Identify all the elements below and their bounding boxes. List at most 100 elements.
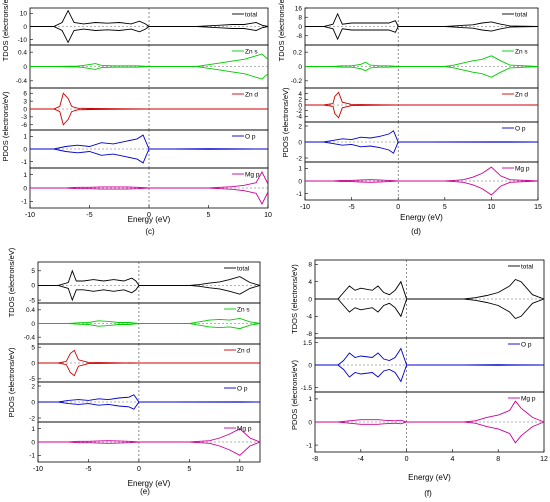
figure-caption: (d) bbox=[411, 227, 421, 236]
figure-caption: (c) bbox=[145, 227, 155, 236]
series-total-down bbox=[38, 284, 261, 302]
y-tick-label: 2 bbox=[298, 123, 302, 130]
y-tick-label: 1.5 bbox=[303, 340, 312, 347]
y-tick-label: 4 bbox=[308, 279, 312, 286]
legend-label-mg-p: Mg p bbox=[521, 396, 536, 403]
series-total-up bbox=[30, 9, 269, 27]
series-total-up bbox=[38, 269, 261, 286]
panel-zn-d: 5 0 -5 Zn d bbox=[29, 343, 261, 383]
series-zn-d-down bbox=[38, 362, 260, 377]
x-tick-label: 10 bbox=[264, 212, 272, 219]
legend-label-o-p: O p bbox=[237, 386, 248, 393]
y-tick-label: 0 bbox=[298, 102, 302, 109]
x-tick-label: -10 bbox=[25, 212, 35, 219]
legend-label-o-p: O p bbox=[521, 342, 532, 349]
x-tick-label: 12 bbox=[540, 456, 548, 463]
y-tick-label: 0 bbox=[298, 178, 302, 185]
y-tick-label: -1 bbox=[29, 453, 35, 460]
y-tick-label: 2 bbox=[298, 97, 302, 104]
series-zn-d-down bbox=[305, 104, 538, 119]
x-tick-label: 0 bbox=[137, 466, 141, 473]
tdos-axis-label: TDOS (electrons/eV) bbox=[1, 0, 10, 61]
x-tick-label: 5 bbox=[207, 212, 211, 219]
x-tick-label: -4 bbox=[358, 456, 364, 463]
series-mg-p-up bbox=[305, 166, 539, 182]
y-tick-label: -1 bbox=[306, 442, 312, 449]
y-tick-label: -1 bbox=[21, 159, 27, 166]
y-tick-label: 0 bbox=[308, 362, 312, 369]
y-tick-label: 6 bbox=[23, 91, 27, 98]
panel-zn-s: 0.2 0 -0.2 Zn s bbox=[291, 44, 539, 89]
y-tick-label: -6 bbox=[21, 122, 27, 129]
panel-o-p: 2 0 -2 O p bbox=[296, 121, 539, 163]
legend-label-zn-d: Zn d bbox=[237, 348, 250, 355]
y-tick-label: 1 bbox=[23, 172, 27, 179]
y-tick-label: 0 bbox=[23, 146, 27, 153]
y-tick-label: 5 bbox=[31, 268, 35, 275]
legend-label-total: total bbox=[515, 12, 528, 19]
y-tick-label: 0 bbox=[31, 399, 35, 406]
panel-o-p: 1 0 -1 O p bbox=[21, 129, 269, 169]
legend-label-total: total bbox=[521, 264, 534, 271]
y-tick-label: 1 bbox=[298, 166, 302, 173]
series-total-down bbox=[30, 26, 269, 44]
x-tick-label: 4 bbox=[450, 456, 454, 463]
x-tick-label: 5 bbox=[187, 466, 191, 473]
x-tick-label: -5 bbox=[85, 466, 91, 473]
y-tick-label: -5 bbox=[29, 297, 35, 304]
legend-label-zn-s: Zn s bbox=[515, 49, 528, 56]
legend-label-o-p: O p bbox=[245, 134, 256, 141]
x-axis-label: Energy (eV) bbox=[128, 215, 171, 224]
legend-label-total: total bbox=[245, 12, 258, 19]
x-tick-label: -10 bbox=[300, 204, 310, 211]
panel-mg-p: 1 0 -1 Mg p bbox=[296, 161, 539, 201]
legend-label-mg-p: Mg p bbox=[245, 172, 260, 179]
series-zn-s-down bbox=[305, 66, 539, 78]
series-mg-p-up bbox=[38, 428, 261, 443]
panel-total: 16 8 0 -8 total bbox=[295, 5, 539, 46]
y-tick-label: -0.4 bbox=[16, 78, 28, 85]
x-tick-label: 5 bbox=[443, 204, 447, 211]
y-tick-label: 0 bbox=[31, 439, 35, 446]
series-zn-d-up bbox=[38, 349, 260, 364]
y-tick-label: -5 bbox=[29, 376, 35, 383]
y-tick-label: 4 bbox=[298, 91, 302, 98]
panel-o-p: 2 0 -2 O p bbox=[29, 381, 261, 423]
y-tick-label: 0 bbox=[298, 64, 302, 71]
y-tick-label: 1 bbox=[23, 134, 27, 141]
series-o-p-down bbox=[305, 141, 539, 154]
y-tick-label: 2 bbox=[31, 383, 35, 390]
y-tick-label: 0 bbox=[31, 283, 35, 290]
series-o-p-down bbox=[38, 401, 261, 410]
legend-label-zn-s: Zn s bbox=[245, 49, 258, 56]
x-tick-label: -5 bbox=[348, 204, 354, 211]
y-tick-label: 1 bbox=[31, 426, 35, 433]
series-total-down bbox=[305, 26, 539, 41]
panel-zn-d: 420-2-4 Zn d bbox=[296, 87, 539, 123]
series-total-up bbox=[315, 278, 545, 300]
y-tick-label: -4 bbox=[306, 314, 312, 321]
y-tick-label: -10 bbox=[18, 37, 28, 44]
x-axis-label: Energy (eV) bbox=[408, 473, 451, 482]
panel-zn-s: 0.4 0 -0.4 Zn s bbox=[24, 302, 261, 345]
panel-zn-d: 630-3-6 Zn d bbox=[21, 87, 269, 131]
series-mg-p-down bbox=[305, 180, 539, 196]
x-tick-label: -5 bbox=[86, 212, 92, 219]
y-tick-label: 0.4 bbox=[18, 49, 27, 56]
x-tick-label: -8 bbox=[312, 456, 318, 463]
legend-label-zn-d: Zn d bbox=[245, 92, 258, 99]
pdos-axis-label: PDOS (electrons/eV) bbox=[7, 347, 16, 418]
series-total-down bbox=[315, 298, 545, 320]
pdos-axis-label: PDOS (electrons/eV) bbox=[281, 87, 290, 158]
series-zn-s-down bbox=[38, 323, 261, 330]
y-tick-label: -1 bbox=[296, 191, 302, 198]
series-mg-p-down bbox=[30, 187, 269, 205]
series-zn-s-down bbox=[30, 66, 269, 80]
legend-label-mg-p: Mg p bbox=[515, 166, 530, 173]
y-tick-label: 0.4 bbox=[26, 307, 35, 314]
y-tick-label: -0.4 bbox=[24, 334, 36, 341]
series-o-p-down bbox=[315, 364, 545, 383]
panel-mg-p: 1 0 -1 Mg p bbox=[21, 167, 269, 209]
y-tick-label: -0.2 bbox=[291, 78, 303, 85]
